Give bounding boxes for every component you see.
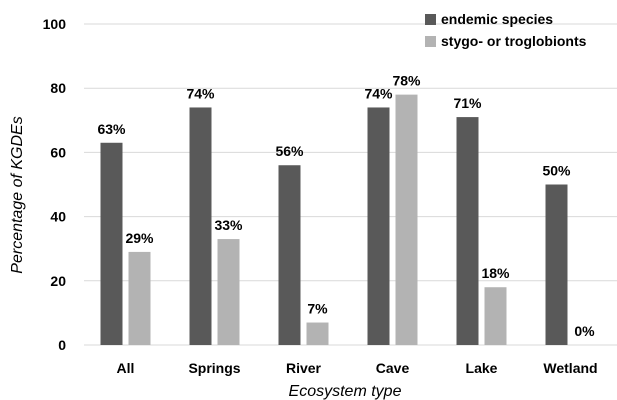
bar-stygobiont-river [306, 322, 329, 345]
bar-stygobiont-springs [217, 239, 240, 345]
bar-stygobiont-all [128, 251, 151, 345]
legend-swatch [425, 14, 436, 25]
bar-endemic-river [278, 165, 301, 345]
data-label: 29% [125, 230, 154, 246]
data-label: 74% [364, 85, 393, 101]
gridlines [84, 23, 617, 346]
data-labels: 63%29%74%33%56%7%74%78%71%18%50%0% [97, 73, 595, 339]
y-tick-label: 0 [58, 337, 66, 353]
y-axis-ticks: 0 20 40 60 80 100 [43, 16, 67, 353]
x-axis-title: Ecosystem type [289, 383, 402, 400]
y-tick-label: 20 [50, 273, 66, 289]
legend-label: stygo- or troglobionts [441, 33, 587, 49]
legend-label: endemic species [441, 11, 553, 27]
y-tick-label: 60 [50, 144, 66, 160]
bar-endemic-cave [367, 107, 390, 346]
legend-swatch [425, 36, 436, 47]
x-tick-label: Wetland [543, 360, 597, 376]
data-label: 0% [574, 323, 595, 339]
bar-endemic-springs [189, 107, 212, 346]
bar-endemic-all [100, 142, 123, 345]
bars [100, 94, 568, 346]
y-tick-label: 100 [43, 16, 67, 32]
bar-stygobiont-cave [395, 94, 418, 346]
x-tick-label: Lake [466, 360, 498, 376]
x-tick-label: All [117, 360, 135, 376]
legend: endemic species stygo- or troglobionts [425, 11, 587, 49]
data-label: 56% [275, 143, 304, 159]
data-label: 33% [214, 217, 243, 233]
x-tick-label: Cave [376, 360, 410, 376]
x-tick-label: Springs [188, 360, 240, 376]
data-label: 7% [307, 301, 328, 317]
data-label: 74% [186, 85, 215, 101]
bar-stygobiont-lake [484, 287, 507, 345]
data-label: 78% [392, 73, 421, 89]
y-axis-title: Percentage of KGDEs [9, 116, 26, 273]
bar-endemic-wetland [545, 184, 568, 345]
data-label: 63% [97, 121, 126, 137]
x-tick-label: River [286, 360, 322, 376]
data-label: 50% [542, 163, 571, 179]
y-tick-label: 40 [50, 209, 66, 225]
y-tick-label: 80 [50, 80, 66, 96]
data-label: 18% [481, 265, 510, 281]
data-label: 71% [453, 95, 482, 111]
bar-endemic-lake [456, 117, 479, 345]
x-axis-ticks: All Springs River Cave Lake Wetland [117, 360, 598, 376]
